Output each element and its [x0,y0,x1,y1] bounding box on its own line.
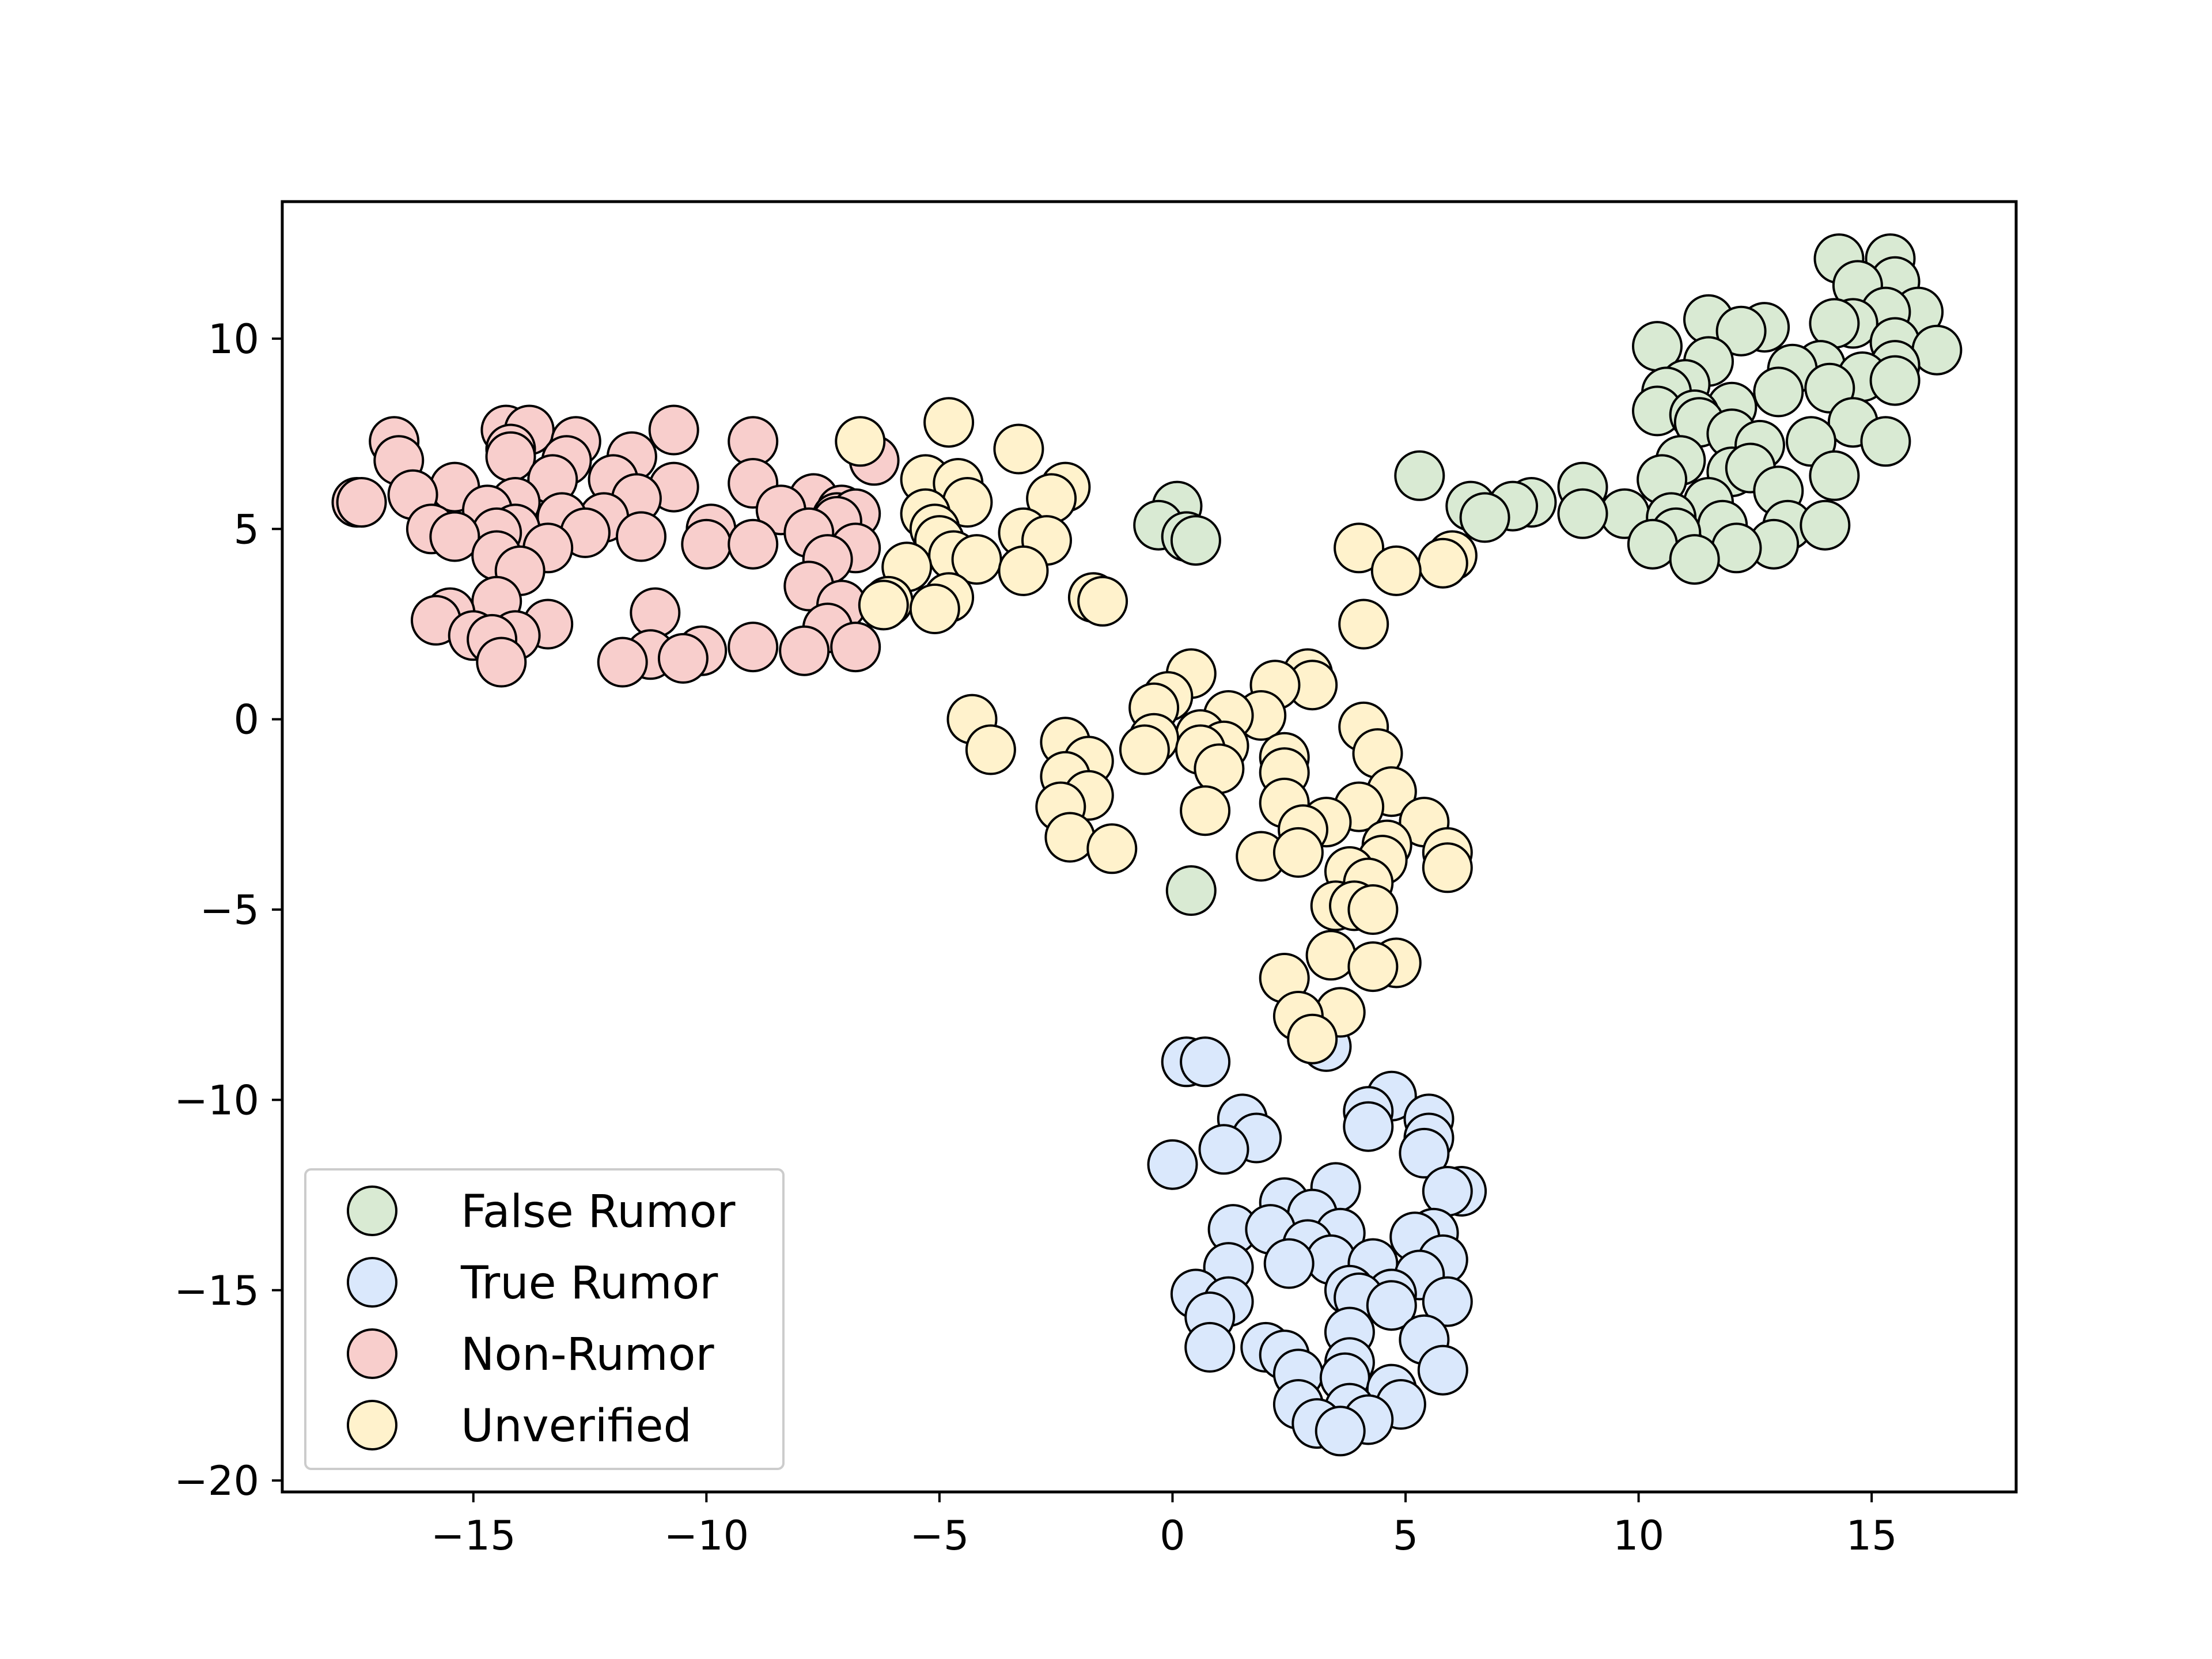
point-non-rumor [728,518,779,570]
point-unverified [1086,823,1138,874]
point-unverified [923,397,975,448]
point-non-rumor [657,632,709,684]
point-false-rumor [1669,534,1720,585]
point-true-rumor [1147,1139,1198,1190]
point-non-rumor [648,404,699,456]
point-unverified [1417,537,1468,589]
legend-entry-false-rumor: False Rumor [347,1185,736,1238]
point-false-rumor [1800,499,1851,551]
point-non-rumor [779,625,830,676]
point-unverified [965,724,1016,775]
point-true-rumor [1417,1344,1468,1396]
point-non-rumor [476,637,527,688]
point-false-rumor [1860,416,1911,467]
point-unverified [835,416,886,467]
point-true-rumor [1184,1321,1236,1373]
point-unverified [1305,930,1357,981]
point-false-rumor [1869,355,1921,406]
point-unverified [1287,1013,1338,1065]
point-false-rumor [1809,450,1860,501]
legend-box [304,1168,785,1470]
y-tick-label: −5 [200,887,259,934]
legend-marker [347,1185,397,1236]
point-false-rumor [1557,488,1608,539]
legend-label: Non-Rumor [461,1329,714,1381]
legend: False Rumor True Rumor Non-Rumor Unverified [304,1168,785,1470]
point-true-rumor [1198,1124,1249,1175]
x-tick-label: −10 [664,1512,749,1559]
x-axis: −15 −10 −5 0 5 10 15 [431,1492,1897,1559]
series-true-rumor [1147,1021,1487,1457]
point-unverified [1272,827,1324,878]
point-unverified [1044,812,1096,863]
point-false-rumor [1165,865,1217,916]
point-true-rumor [1263,1238,1315,1289]
legend-label: False Rumor [461,1186,736,1238]
point-unverified [909,584,960,634]
legend-entry-true-rumor: True Rumor [347,1257,718,1309]
y-tick-label: −20 [174,1457,259,1505]
point-false-rumor [1711,522,1762,574]
point-true-rumor [1180,1036,1231,1088]
y-tick-label: 0 [233,696,259,744]
point-non-rumor [616,511,666,562]
point-non-rumor [728,622,779,673]
legend-marker [347,1257,397,1308]
point-true-rumor [1315,1406,1366,1457]
point-false-rumor [1715,305,1767,357]
point-non-rumor [830,622,881,673]
point-non-rumor [429,511,480,562]
point-unverified [1334,522,1385,574]
point-unverified [1370,545,1422,596]
point-non-rumor [597,637,648,688]
legend-entry-unverified: Unverified [347,1400,692,1452]
point-unverified [998,545,1049,596]
x-tick-label: −15 [431,1512,516,1559]
point-false-rumor [1753,366,1804,418]
y-tick-label: 5 [233,506,259,553]
point-non-rumor [485,431,536,482]
point-unverified [858,579,909,631]
y-axis: −20 −15 −10 −5 0 5 10 [174,316,282,1505]
y-tick-label: 10 [208,316,259,363]
point-true-rumor [1366,1280,1417,1331]
point-true-rumor [1422,1276,1473,1327]
point-unverified [1338,599,1389,650]
x-tick-label: 10 [1613,1512,1664,1559]
y-tick-label: −15 [174,1267,259,1315]
point-unverified [1077,575,1128,627]
point-non-rumor [336,477,387,528]
legend-label: True Rumor [460,1257,718,1309]
point-false-rumor [1459,492,1510,543]
point-unverified [993,423,1044,475]
point-false-rumor [1394,450,1445,501]
x-tick-label: 5 [1393,1512,1419,1559]
x-tick-label: −5 [910,1512,969,1559]
point-true-rumor [1399,1127,1450,1179]
data-points [331,233,1963,1457]
x-tick-label: 0 [1160,1512,1185,1559]
point-unverified [1347,884,1399,935]
point-non-rumor [681,518,732,570]
legend-entry-non-rumor: Non-Rumor [347,1328,714,1381]
legend-marker [347,1328,397,1379]
point-true-rumor [1343,1101,1394,1152]
series-false-rumor [1133,233,1963,916]
point-non-rumor [630,587,681,638]
legend-marker [347,1400,397,1450]
point-unverified [1347,941,1399,993]
legend-label: Unverified [461,1400,692,1452]
series-unverified [835,397,1478,1065]
point-unverified [1422,842,1473,893]
series-non-rumor [331,404,900,688]
point-unverified [1180,785,1231,836]
point-false-rumor [1170,515,1221,566]
point-unverified [1119,724,1170,775]
y-tick-label: −10 [174,1077,259,1124]
plot-frame [281,200,2018,1494]
x-tick-label: 15 [1846,1512,1897,1559]
